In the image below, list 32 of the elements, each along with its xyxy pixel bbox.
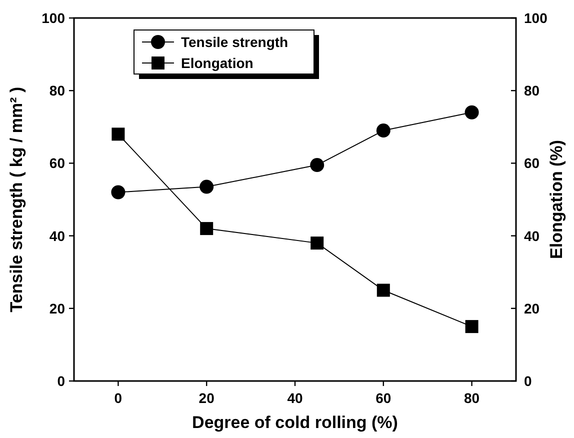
legend-label: Elongation <box>181 55 254 71</box>
point <box>111 185 126 200</box>
x-tick-label: 40 <box>287 390 303 406</box>
y-tick-label: 20 <box>49 300 66 316</box>
y2-tick-label: 20 <box>524 300 540 316</box>
y-tick-label: 60 <box>49 155 66 172</box>
y2-axis-title: Elongation (%) <box>547 140 566 259</box>
point <box>200 180 214 194</box>
x-tick-label: 60 <box>376 390 392 406</box>
y-tick-label: 40 <box>49 228 66 244</box>
point <box>465 320 478 334</box>
y2-tick-label: 80 <box>524 82 540 99</box>
x-axis-title: Degree of cold rolling (%) <box>192 413 398 432</box>
point <box>310 158 324 172</box>
y2-tick-label: 40 <box>524 228 540 244</box>
y-tick-label: 100 <box>42 10 66 26</box>
point <box>376 124 390 138</box>
x-tick-label: 0 <box>114 390 122 406</box>
y-tick-label: 0 <box>57 373 66 389</box>
legend-label: Tensile strength <box>181 34 288 50</box>
point <box>310 236 324 250</box>
y2-tick-label: 60 <box>524 155 540 172</box>
point <box>376 284 390 297</box>
y2-tick-label: 0 <box>524 373 532 389</box>
y-tick-label: 80 <box>49 82 66 99</box>
x-tick-label: 80 <box>464 390 480 406</box>
point <box>200 222 214 236</box>
point <box>464 105 479 120</box>
x-tick-label: 20 <box>198 390 215 406</box>
point <box>112 128 125 141</box>
y2-tick-label: 100 <box>524 10 548 26</box>
y-axis-title: Tensile strength ( kg / mm² ) <box>7 86 26 312</box>
